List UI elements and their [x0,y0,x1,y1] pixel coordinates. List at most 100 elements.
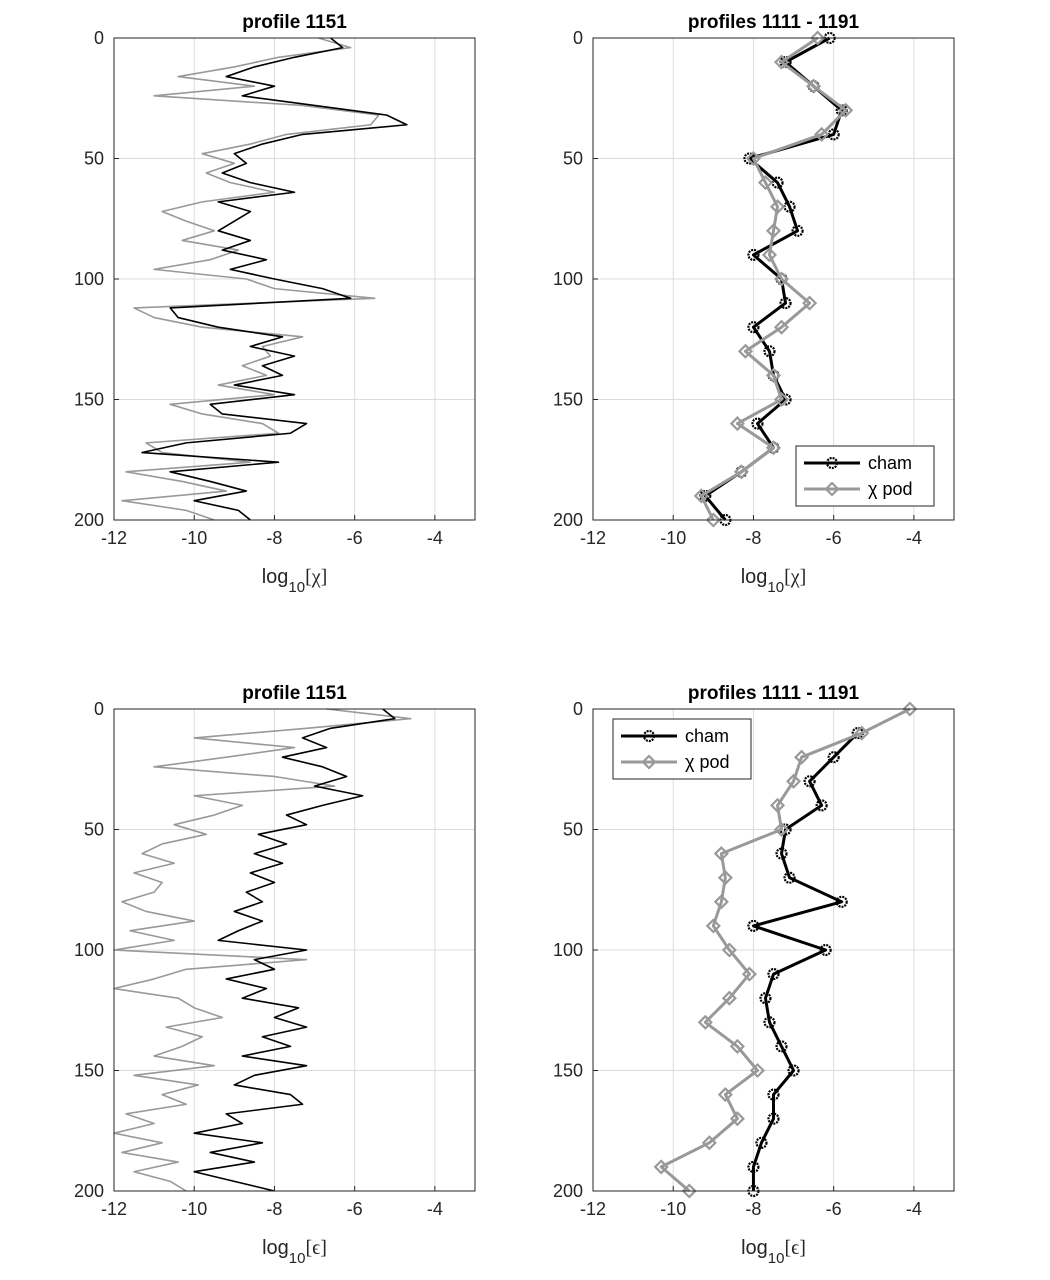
marker [854,725,870,741]
marker [701,1135,717,1151]
x-axis-label-part: [ϵ] [784,1237,805,1259]
marker [729,1038,745,1054]
marker [741,966,757,982]
x-tick-label: -6 [826,1199,842,1219]
y-tick-label: 100 [74,940,104,960]
y-tick-label: 50 [563,820,583,840]
marker [783,871,796,884]
marker [773,271,790,287]
legend-label: cham [868,453,912,473]
axes-box [592,37,955,521]
x-tick-label: -12 [580,528,606,548]
marker [641,754,657,770]
x-tick-label: -12 [101,1199,127,1219]
legend-box [612,718,752,780]
axes-box [113,708,476,1192]
marker [681,1183,697,1199]
axes-box [592,708,955,1192]
marker [747,1160,760,1174]
marker [763,1016,776,1029]
x-tick-label: -6 [347,528,363,548]
x-axis-label-part: [ϵ] [305,1237,326,1259]
marker [765,440,782,456]
marker [747,919,760,933]
x-tick-label: -10 [181,1199,207,1219]
marker [838,102,854,118]
y-tick-label: 50 [563,149,583,169]
y-tick-label: 0 [94,699,104,719]
marker [787,1064,800,1077]
y-tick-label: 100 [74,269,104,289]
x-tick-label: -4 [427,1199,443,1219]
marker [765,367,782,383]
marker [737,343,753,359]
marker [779,297,792,310]
marker [729,416,745,432]
marker [729,1111,745,1127]
marker [814,126,830,142]
chart-title: profile 1151 [242,12,347,33]
y-tick-label: 200 [553,1181,583,1201]
marker [767,1088,780,1101]
x-tick-label: -8 [745,1199,761,1219]
series-line [699,36,848,521]
x-axis-label-part: [χ] [784,566,806,588]
marker [785,773,802,789]
y-tick-label: 0 [94,28,104,48]
x-tick-label: -4 [906,528,922,548]
x-tick-label: -6 [347,1199,363,1219]
y-tick-label: 150 [553,1061,583,1081]
y-tick-label: 200 [553,510,583,530]
marker [713,846,729,862]
x-axis-label: log10[χ] [741,566,807,596]
chart-title: profiles 1111 - 1191 [688,12,860,33]
legend-label: χ pod [685,752,729,772]
x-tick-label: -10 [660,528,686,548]
y-tick-label: 150 [74,1061,104,1081]
marker [757,175,774,191]
marker [806,78,822,94]
x-axis-label-part: 10 [288,579,305,596]
x-tick-label: -8 [745,528,761,548]
marker [827,751,840,764]
x-tick-label: -12 [580,1199,606,1219]
marker [705,512,721,528]
axes-box [113,37,476,521]
y-tick-label: 50 [84,820,104,840]
y-tick-label: 100 [553,940,583,960]
marker [747,248,760,261]
marker [819,943,832,957]
marker [803,775,816,788]
y-tick-label: 0 [573,699,583,719]
x-tick-label: -4 [906,1199,922,1219]
x-axis-label-part: 10 [767,579,784,596]
marker [815,799,828,812]
marker [769,797,786,813]
marker [705,918,721,934]
x-axis-label: log10[ϵ] [741,1237,806,1267]
x-tick-label: -10 [181,528,207,548]
marker [802,295,818,311]
marker [773,391,790,408]
x-tick-label: -10 [660,1199,686,1219]
marker [717,1087,733,1103]
y-tick-label: 200 [74,510,104,530]
marker [759,992,772,1005]
x-tick-label: -6 [826,528,842,548]
y-tick-label: 200 [74,1181,104,1201]
marker [767,1112,780,1125]
chart-title: profiles 1111 - 1191 [688,683,860,704]
marker [791,224,804,237]
y-tick-label: 100 [553,269,583,289]
marker [642,729,656,743]
marker [713,894,729,910]
y-tick-label: 150 [553,390,583,410]
marker [721,990,737,1006]
marker [773,821,790,838]
marker [693,488,709,504]
marker [835,895,848,908]
marker [773,319,790,335]
x-tick-label: -8 [266,528,282,548]
